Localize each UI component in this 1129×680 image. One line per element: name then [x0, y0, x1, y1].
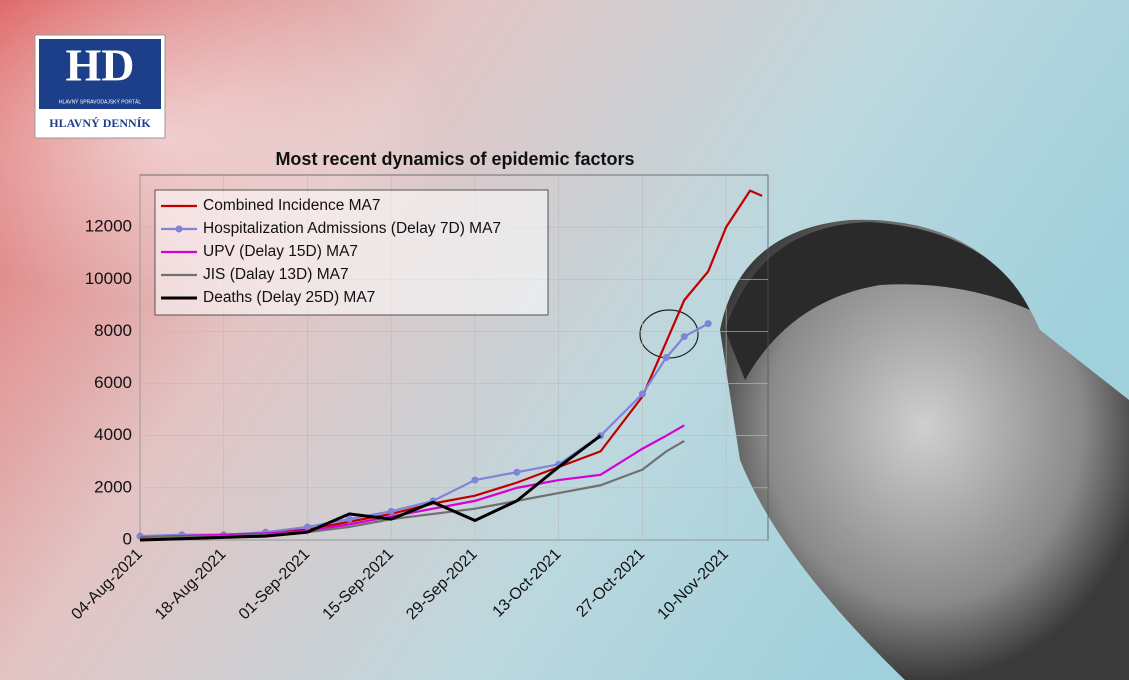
legend-marker [175, 225, 183, 233]
y-tick-label: 0 [123, 529, 132, 548]
y-tick-label: 8000 [94, 321, 132, 340]
logo-mark: HD [66, 40, 135, 91]
y-tick-label: 10000 [85, 269, 132, 288]
photo-hair [725, 222, 1030, 380]
series-marker [638, 390, 646, 398]
series-marker [303, 523, 311, 531]
y-tick-label: 2000 [94, 477, 132, 496]
series-marker [387, 507, 395, 515]
series-marker [680, 333, 688, 341]
legend-label: JIS (Dalay 13D) MA7 [203, 266, 349, 283]
logo-tagline: HLAVNÝ SPRAVODAJSKÝ PORTÁL [59, 98, 141, 105]
photo [720, 219, 1129, 680]
series-line [139, 424, 685, 539]
legend-label: Deaths (Delay 25D) MA7 [203, 289, 375, 306]
legend-label: Combined Incidence MA7 [203, 197, 381, 214]
series-marker [704, 320, 712, 328]
legend [154, 189, 549, 316]
logo-box [39, 39, 161, 109]
series-marker [471, 476, 479, 484]
chart-title: Most recent dynamics of epidemic factors [275, 149, 634, 169]
legend-label: UPV (Delay 15D) MA7 [203, 243, 358, 260]
series-marker [662, 354, 670, 361]
logo-name: HLAVNÝ DENNÍK [49, 116, 151, 130]
series-marker [513, 468, 521, 476]
y-tick-label: 4000 [94, 425, 132, 444]
series-line [139, 434, 602, 542]
legend-label: Hospitalization Admissions (Delay 7D) MA… [203, 220, 501, 237]
y-tick-label: 12000 [85, 217, 132, 236]
series-marker [345, 515, 353, 523]
y-tick-label: 6000 [94, 373, 132, 392]
